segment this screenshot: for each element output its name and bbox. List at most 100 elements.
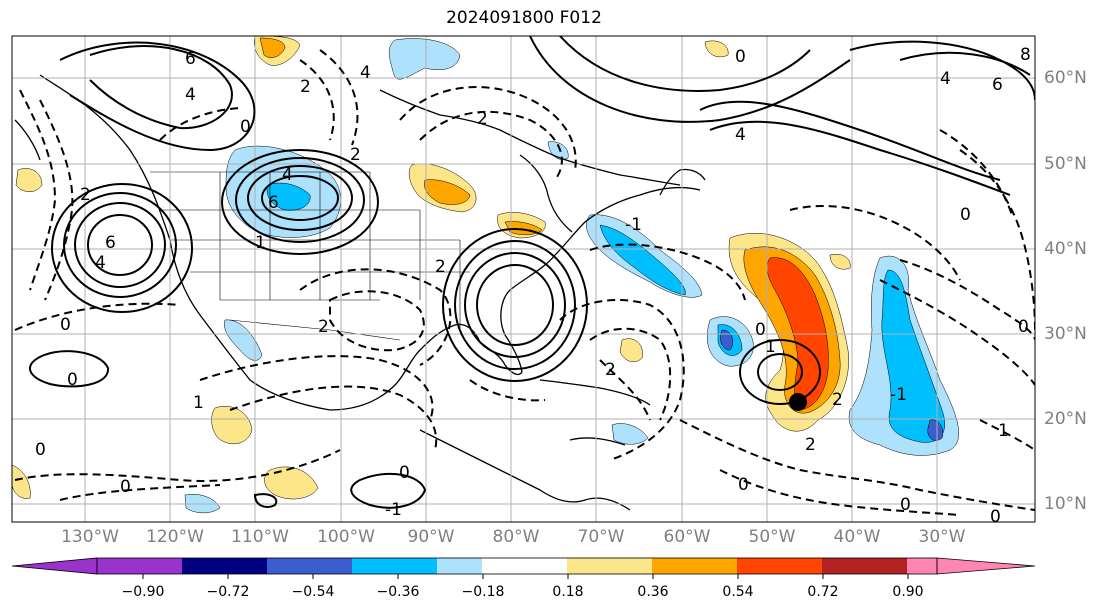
contour-label: 0 xyxy=(35,440,46,460)
colorbar-tick-label: 0.18 xyxy=(552,584,584,600)
contour-label: 0 xyxy=(67,370,78,390)
map-frame xyxy=(11,35,1036,523)
contour-label: 2 xyxy=(805,435,816,455)
contour-label: 2 xyxy=(605,360,616,380)
cool-anomaly-mexico xyxy=(224,319,263,361)
contour-label: 0 xyxy=(240,117,251,137)
orange-anomaly-hudson xyxy=(259,37,286,58)
lon-label-50w: 50°W xyxy=(748,527,796,547)
colorbar xyxy=(11,557,1036,579)
colorbar-tick-label: 0.90 xyxy=(892,584,924,600)
contour-label: 6 xyxy=(992,75,1003,95)
colorbar-tick-label: −0.90 xyxy=(121,584,165,600)
warm-anomaly-epac xyxy=(264,466,319,500)
dashed-contours xyxy=(14,49,1035,516)
contour-label: 4 xyxy=(185,85,196,105)
colorbar-segment xyxy=(907,558,937,574)
contour-label: 0 xyxy=(900,495,911,515)
lat-label-20n: 20°N xyxy=(1044,409,1087,429)
cool-anomaly-carib xyxy=(611,423,649,445)
warm-anomaly-carib xyxy=(619,338,643,363)
lon-label-110w: 110°W xyxy=(231,527,289,547)
warm-anomaly-n xyxy=(704,40,729,58)
graticule xyxy=(12,36,1035,522)
colorbar-tick-label: 0.54 xyxy=(722,584,754,600)
colorbar-tick-label: −0.54 xyxy=(291,584,335,600)
lat-label-50n: 50°N xyxy=(1044,154,1087,174)
contour-label: 2 xyxy=(477,109,488,129)
contour-label: 4 xyxy=(360,63,371,83)
contour-labels: 6 4 2 0 2 4 6 4 2 8 6 4 4 6 4 2 0 1 2 0 … xyxy=(35,45,1031,527)
colorbar-tick-label: −0.72 xyxy=(206,584,250,600)
colorbar-segment xyxy=(482,558,567,574)
contour-label: 2 xyxy=(300,77,311,97)
colorbar-tick-label: −0.18 xyxy=(461,584,505,600)
contour-label: 0 xyxy=(738,475,749,495)
contour-label: 1 xyxy=(765,337,776,357)
colorbar-tick-label: −0.36 xyxy=(376,584,420,600)
warm-anomaly-hawaii xyxy=(211,406,253,445)
colorbar-segment xyxy=(352,558,437,574)
map-title: 2024091800 F012 xyxy=(446,8,602,28)
lat-label-40n: 40°N xyxy=(1044,239,1087,259)
contour-label: 2 xyxy=(350,145,361,165)
orange-anomaly-greatlakes xyxy=(424,179,471,205)
colorbar-segment xyxy=(737,558,822,574)
colorbar-segment xyxy=(182,558,267,574)
contour-label: 0 xyxy=(990,507,1001,527)
warm-anomaly-pacific xyxy=(15,168,43,192)
cool-deep-w30 xyxy=(720,329,733,351)
contour-label: -1 xyxy=(625,215,642,235)
lon-label-40w: 40°W xyxy=(833,527,881,547)
contour-label: 2 xyxy=(318,317,329,337)
contour-label: 1 xyxy=(255,233,266,253)
contour-label: -1 xyxy=(385,500,402,520)
map-area: 6 4 2 0 2 4 6 4 2 8 6 4 4 6 4 2 0 1 2 0 … xyxy=(12,36,1035,527)
lon-label-60w: 60°W xyxy=(663,527,711,547)
lat-label-60n: 60°N xyxy=(1044,68,1087,88)
lat-label-30n: 30°N xyxy=(1044,324,1087,344)
contour-label: 8 xyxy=(1020,45,1031,65)
colorbar-segment xyxy=(97,558,182,574)
lon-label-100w: 100°W xyxy=(317,527,375,547)
lon-label-120w: 120°W xyxy=(146,527,204,547)
contour-label: 6 xyxy=(185,49,196,69)
lon-label-90w: 90°W xyxy=(407,527,455,547)
contour-label: 4 xyxy=(95,253,106,273)
cool-core-mid xyxy=(599,224,686,296)
contour-label: 2 xyxy=(80,185,91,205)
contour-label: 6 xyxy=(268,193,279,213)
contour-label: 1 xyxy=(998,421,1009,441)
contour-label: 0 xyxy=(1018,317,1029,337)
contour-label: 2 xyxy=(435,257,446,277)
contour-label: 0 xyxy=(60,315,71,335)
contour-label: 0 xyxy=(960,205,971,225)
contour-label: 2 xyxy=(832,390,843,410)
cool-deep-east xyxy=(927,419,944,441)
colorbar-segment xyxy=(652,558,737,574)
cool-core-east xyxy=(881,269,945,443)
colorbar-tick-label: 0.72 xyxy=(807,584,839,600)
warm-anomaly-bottom-left xyxy=(12,464,31,499)
lon-label-30w: 30°W xyxy=(918,527,966,547)
lon-label-130w: 130°W xyxy=(61,527,119,547)
shaded-regions xyxy=(12,36,959,514)
contour-label: 0 xyxy=(399,463,410,483)
contour-label: -1 xyxy=(890,385,907,405)
colorbar-extend-high xyxy=(936,557,1036,575)
cool-anomaly-n60 xyxy=(388,38,461,80)
contour-label: 0 xyxy=(755,320,766,340)
lon-label-80w: 80°W xyxy=(492,527,540,547)
colorbar-segment xyxy=(567,558,652,574)
contour-label: 6 xyxy=(105,233,116,253)
contour-label: 1 xyxy=(193,393,204,413)
contour-label: 4 xyxy=(282,165,293,185)
colorbar-segment xyxy=(822,558,907,574)
colorbar-segment xyxy=(267,558,352,574)
lat-label-10n: 10°N xyxy=(1044,494,1087,514)
solid-contours xyxy=(29,36,1035,509)
colorbar-tick-label: 0.36 xyxy=(637,584,669,600)
storm-center-marker xyxy=(789,393,807,411)
colorbar-extend-low xyxy=(11,557,98,575)
